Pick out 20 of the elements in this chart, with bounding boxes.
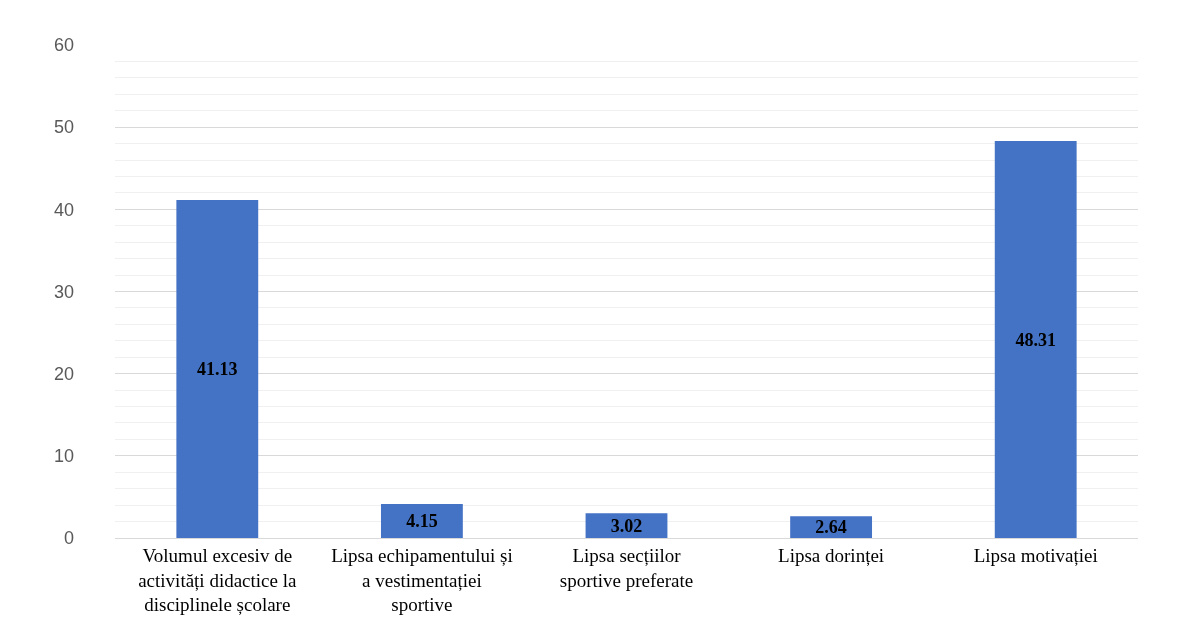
x-tick-label: Lipsa secțiilor sportive preferate: [559, 544, 694, 591]
bar: [994, 141, 1077, 538]
data-label: 41.13: [197, 359, 238, 380]
y-tick-label: 30: [53, 281, 74, 302]
y-tick-label: 40: [53, 199, 74, 220]
y-tick-label: 0: [63, 528, 74, 549]
y-tick-label: 10: [53, 446, 74, 467]
y-tick-label: 60: [53, 35, 74, 56]
y-tick-label: 50: [53, 117, 74, 138]
data-label: 3.02: [610, 515, 643, 536]
data-label: 48.31: [1015, 329, 1056, 350]
x-tick-label: Lipsa dorinței: [778, 544, 885, 566]
y-tick-label: 20: [53, 363, 74, 384]
data-label: 2.64: [815, 517, 847, 538]
bar: [176, 200, 259, 538]
data-label: 4.15: [406, 510, 438, 531]
x-tick-label: Volumul excesiv de activități didactice la disciplinele școlare: [138, 544, 297, 616]
x-tick-label: Lipsa echipamentului și a vestimentației sportive: [331, 544, 513, 616]
x-tick-label: Lipsa motivației: [973, 544, 1098, 566]
bar: [380, 503, 463, 538]
